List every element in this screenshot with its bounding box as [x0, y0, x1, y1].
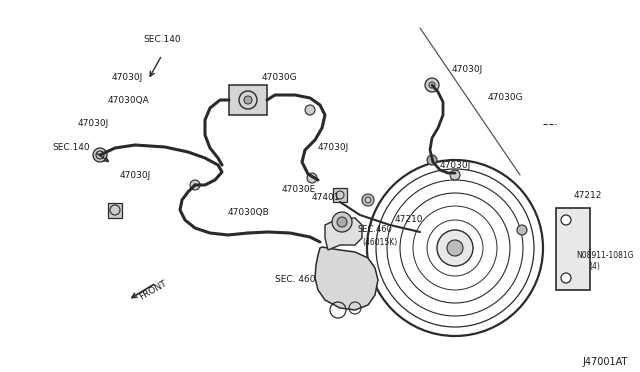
Text: J47001AT: J47001AT — [582, 357, 627, 367]
Text: 47030QA: 47030QA — [108, 96, 150, 105]
Circle shape — [447, 240, 463, 256]
Text: (4): (4) — [589, 262, 600, 270]
Circle shape — [307, 173, 317, 183]
Polygon shape — [315, 247, 378, 310]
Text: 47030E: 47030E — [282, 186, 316, 195]
Text: 47030QB: 47030QB — [227, 208, 269, 217]
Text: 47210: 47210 — [395, 215, 424, 224]
Circle shape — [437, 230, 473, 266]
Text: 47030G: 47030G — [262, 74, 298, 83]
Text: 47030J: 47030J — [318, 144, 349, 153]
Text: 47030J: 47030J — [440, 160, 471, 170]
Text: N08911-1081G: N08911-1081G — [576, 250, 634, 260]
Text: 47212: 47212 — [574, 190, 602, 199]
Circle shape — [362, 194, 374, 206]
Circle shape — [244, 96, 252, 104]
Circle shape — [425, 78, 439, 92]
Polygon shape — [333, 188, 347, 202]
Text: SEC.140: SEC.140 — [143, 35, 181, 45]
Circle shape — [427, 155, 437, 165]
Text: 47401: 47401 — [312, 193, 340, 202]
Polygon shape — [556, 208, 590, 290]
Text: (46015K): (46015K) — [362, 237, 397, 247]
Circle shape — [450, 170, 460, 180]
Text: 47030G: 47030G — [488, 93, 524, 103]
Circle shape — [561, 273, 571, 283]
Text: 47030J: 47030J — [112, 74, 143, 83]
Circle shape — [561, 215, 571, 225]
Circle shape — [517, 225, 527, 235]
Polygon shape — [229, 85, 267, 115]
Text: 47030J: 47030J — [452, 65, 483, 74]
Text: SEC.460: SEC.460 — [358, 225, 393, 234]
Text: FRONT: FRONT — [138, 279, 169, 302]
Circle shape — [305, 105, 315, 115]
Circle shape — [332, 212, 352, 232]
Polygon shape — [325, 218, 362, 250]
Circle shape — [93, 148, 107, 162]
Text: 47030J: 47030J — [120, 170, 151, 180]
Text: SEC. 460: SEC. 460 — [275, 276, 316, 285]
Text: 47030J: 47030J — [78, 119, 109, 128]
Polygon shape — [108, 203, 122, 218]
Circle shape — [337, 217, 347, 227]
Text: SEC.140: SEC.140 — [52, 144, 90, 153]
Circle shape — [190, 180, 200, 190]
